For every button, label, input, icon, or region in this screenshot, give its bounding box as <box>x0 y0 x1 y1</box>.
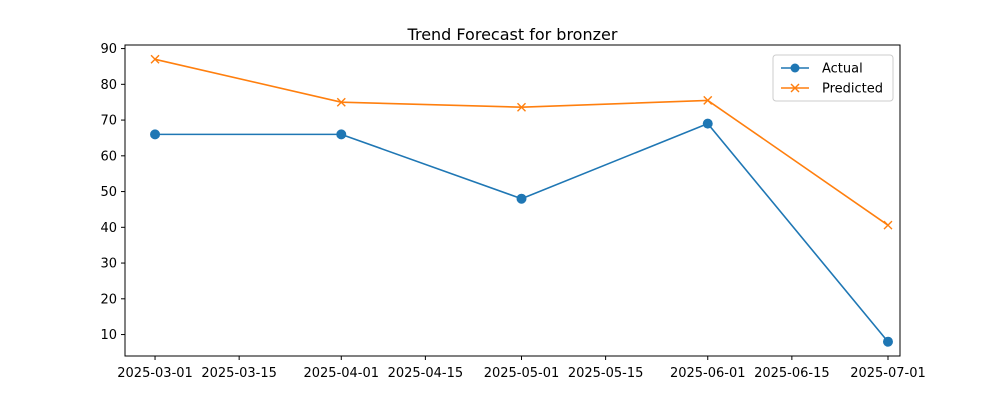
data-point-actual <box>702 118 713 129</box>
y-tick-label: 20 <box>100 292 117 307</box>
x-tick-label: 2025-06-15 <box>754 366 830 381</box>
y-tick-label: 80 <box>100 78 117 93</box>
x-tick-label: 2025-04-01 <box>303 366 379 381</box>
series-line-actual <box>155 122 889 343</box>
x-tick-label: 2025-03-01 <box>117 366 193 381</box>
y-tick-label: 30 <box>100 257 117 272</box>
plot-frame <box>124 44 901 357</box>
data-point-predicted <box>703 95 713 105</box>
legend-label: Predicted <box>822 82 883 97</box>
x-tick-label: 2025-05-01 <box>484 366 560 381</box>
data-point-actual <box>336 129 347 140</box>
legend-item-predicted: Predicted <box>781 82 883 97</box>
x-tick-label: 2025-05-15 <box>568 366 644 381</box>
data-point-predicted <box>150 54 160 64</box>
y-tick-label: 10 <box>100 328 117 343</box>
x-tick-label: 2025-07-01 <box>850 366 926 381</box>
y-tick-label: 90 <box>100 42 117 57</box>
y-tick-label: 60 <box>100 149 117 164</box>
data-point-predicted <box>517 102 527 112</box>
y-tick-label: 50 <box>100 185 117 200</box>
plot-area: 10 20 30 40 50 60 70 80 90 2025-03-01 2025-03-15 20… <box>100 42 925 381</box>
y-tick-label: 70 <box>100 114 117 129</box>
data-point-actual <box>516 193 527 204</box>
legend-marker <box>790 63 800 73</box>
x-tick-label: 2025-04-15 <box>388 366 464 381</box>
legend-marker <box>790 83 800 93</box>
data-point-actual <box>882 336 893 347</box>
x-tick-label: 2025-06-01 <box>670 366 746 381</box>
data-point-predicted <box>336 97 346 107</box>
legend-box <box>772 54 894 102</box>
legend-label: Actual <box>822 62 863 77</box>
legend-item-actual: Actual <box>781 62 863 77</box>
x-tick-label: 2025-03-15 <box>201 366 277 381</box>
legend: Actual Predicted <box>772 54 894 102</box>
data-point-predicted <box>883 220 893 230</box>
chart-title: Trend Forecast for bronzer <box>407 25 618 44</box>
y-tick-label: 40 <box>100 221 117 236</box>
data-point-actual <box>150 129 161 140</box>
